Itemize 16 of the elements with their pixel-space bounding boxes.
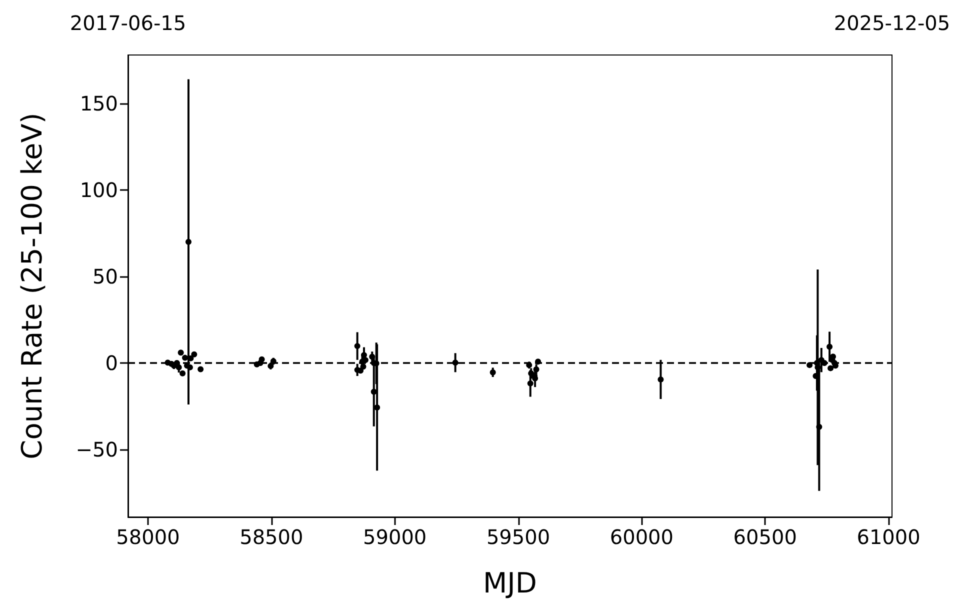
y-tick-label: −50 — [76, 438, 118, 462]
x-tick-label: 59000 — [363, 525, 427, 549]
y-tick-label: 0 — [105, 351, 118, 375]
x2-tick-label: 2017-06-15 — [70, 11, 186, 35]
x-axis-title: MJD — [483, 566, 537, 600]
x2-tick-label: 2025-12-05 — [834, 11, 950, 35]
x-tick-label: 60500 — [733, 525, 797, 549]
x-tick-label: 59500 — [486, 525, 550, 549]
x-tick-label: 58000 — [116, 525, 180, 549]
y-tick-label: 150 — [80, 91, 118, 116]
y-axis-title: Count Rate (25-100 keV) — [16, 112, 48, 460]
x-tick-label: 58500 — [240, 525, 304, 549]
y-tick-label: 50 — [92, 264, 118, 288]
y-tick-label: 100 — [80, 178, 118, 202]
x-tick-label: 60000 — [610, 525, 674, 549]
x-tick-label: 61000 — [856, 525, 920, 549]
